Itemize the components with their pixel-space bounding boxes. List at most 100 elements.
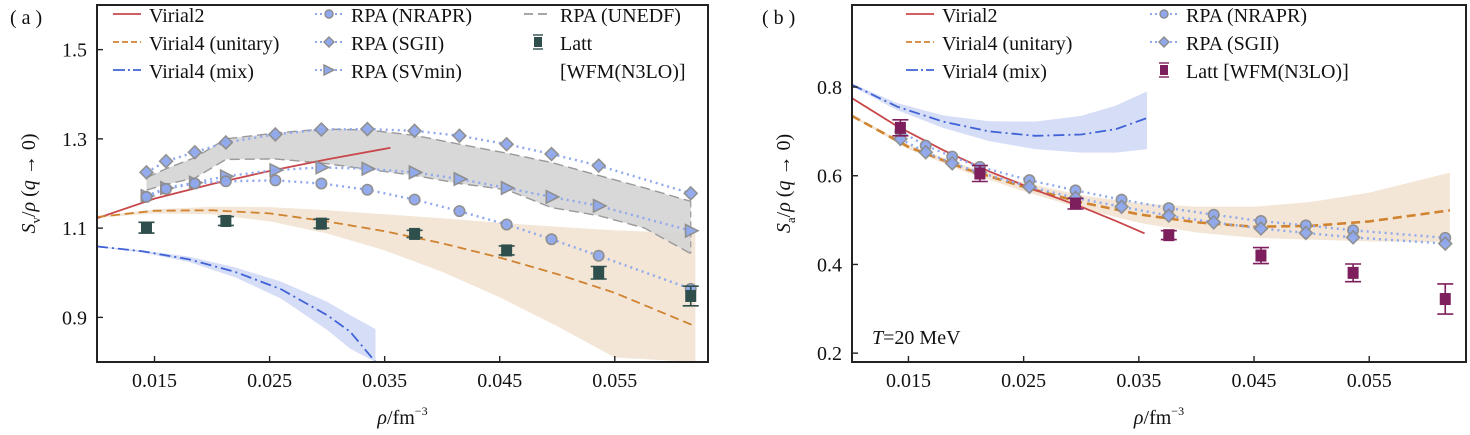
- marker-rpa-svmin: [453, 171, 469, 187]
- legend-label: Virial4 (unitary): [942, 33, 1072, 55]
- marker-rpa-sgii: [918, 144, 934, 160]
- legend-item: Virial2: [906, 5, 997, 27]
- marker-rpa-svmin: [545, 189, 561, 205]
- legend-marker-circle: [324, 9, 334, 19]
- marker-rpa-nrapr: [408, 193, 421, 206]
- latt-marker: [685, 289, 697, 302]
- latt-marker: [1255, 249, 1267, 262]
- x-tick-label: 0.045: [1232, 370, 1277, 392]
- band-virial4-mix-: [97, 245, 376, 362]
- latt-point: [590, 265, 607, 280]
- marker-rpa-nrapr: [315, 177, 328, 190]
- marker-rpa-sgii: [1253, 220, 1269, 237]
- latt-point: [1160, 229, 1177, 242]
- latt-marker: [1163, 229, 1175, 242]
- legend-marker-circle: [1159, 9, 1169, 19]
- band-lower-edge: [146, 158, 692, 255]
- marker-rpa-nrapr: [160, 182, 173, 195]
- legend-label: Virial4 (mix): [149, 61, 254, 83]
- latt-point: [971, 164, 988, 183]
- legend-item: RPA (SGII): [315, 33, 444, 55]
- marker-rpa-sgii: [499, 136, 515, 152]
- marker-rpa-svmin: [361, 161, 377, 177]
- legend-marker-square: [534, 37, 542, 47]
- marker-rpa-sgii: [683, 185, 699, 201]
- marker-rpa-sgii: [591, 158, 607, 174]
- y-axis-label: Sa/ρ (q → 0): [773, 134, 798, 233]
- latt-marker: [220, 214, 232, 227]
- panel-a: 0.015 0.025 0.035 0.045 0.055 0.9 1.1 1.3 1.5 ρ/f…: [10, 4, 709, 429]
- latt-marker: [894, 121, 906, 134]
- marker-rpa-nrapr: [269, 174, 282, 187]
- x-tick-label: 0.015: [132, 370, 177, 392]
- x-tick-label: 0.055: [592, 370, 637, 392]
- panel-b: 0.015 0.025 0.035 0.045 0.055 0.2 0.4 0.6 0.8 ρ/f…: [762, 4, 1467, 429]
- marker-rpa-sgii: [1437, 236, 1453, 252]
- legend-item: Virial2: [113, 5, 204, 27]
- latt-point: [313, 217, 330, 230]
- legend-label: RPA (SGII): [1186, 33, 1279, 55]
- marker-rpa-sgii: [359, 121, 375, 137]
- latt-point: [1252, 246, 1269, 265]
- latt-marker: [593, 266, 605, 279]
- x-tick-label: 0.035: [1116, 370, 1161, 392]
- marker-rpa-nrapr: [188, 177, 201, 190]
- y-tick-label: 1.3: [62, 129, 87, 151]
- marker-rpa-svmin: [684, 223, 700, 239]
- legend-label: RPA (SVmin): [351, 61, 462, 83]
- band-rpa-unedf-: [146, 129, 691, 254]
- y-tick-label: 1.1: [62, 218, 87, 240]
- legend-label: RPA (UNEDF): [560, 5, 681, 27]
- x-tick-label: 0.055: [1347, 370, 1392, 392]
- latt-point: [498, 244, 515, 257]
- latt-point: [1067, 197, 1084, 210]
- marker-rpa-sgii: [1206, 214, 1222, 230]
- marker-rpa-sgii: [158, 153, 174, 169]
- y-tick-label: 0.8: [817, 77, 842, 99]
- marker-rpa-svmin: [500, 180, 516, 196]
- latt-marker: [1347, 266, 1359, 279]
- band-virial4-unitary-: [852, 114, 1450, 243]
- latt-point: [892, 119, 909, 137]
- x-tick-label: 0.025: [1001, 370, 1046, 392]
- line-virial4-mix: [97, 245, 377, 362]
- latt-marker: [409, 227, 421, 240]
- marker-rpa-nrapr: [219, 175, 232, 188]
- legend-item: RPA (NRAPR): [1150, 5, 1307, 27]
- marker-rpa-sgii: [313, 121, 329, 138]
- marker-rpa-sgii: [1021, 179, 1037, 195]
- marker-rpa-sgii: [187, 144, 203, 160]
- axes-frame: [96, 4, 709, 363]
- marker-rpa-sgii: [1161, 208, 1177, 224]
- x-tick-label: 0.035: [362, 370, 407, 392]
- legend-label-line2: [WFM(N3LO)]: [560, 61, 686, 83]
- band-upper-edge: [146, 128, 691, 203]
- legend-label: RPA (NRAPR): [1186, 5, 1307, 27]
- latt-marker: [974, 167, 986, 180]
- x-tick-label: 0.045: [477, 370, 522, 392]
- plot-area: [97, 121, 700, 362]
- latt-marker: [1069, 197, 1081, 210]
- legend-item: Virial4 (mix): [906, 61, 1047, 83]
- x-axis-label: ρ/fm−3: [376, 404, 427, 429]
- marker-rpa-nrapr: [592, 249, 605, 262]
- x-tick-label: 0.015: [886, 370, 931, 392]
- marker-rpa-sgii: [543, 146, 560, 162]
- band-virial4-mix-: [852, 83, 1147, 153]
- legend-marker-diamond: [323, 36, 335, 48]
- legend-item: Virial4 (unitary): [113, 33, 279, 55]
- legend-item: Latt [WFM(N3LO)]: [533, 33, 686, 83]
- line-virial4-mix: [852, 84, 1148, 137]
- marker-rpa-nrapr: [545, 233, 558, 246]
- marker-rpa-sgii: [1298, 225, 1314, 241]
- x-tick-label: 0.025: [247, 370, 292, 392]
- latt-point: [217, 214, 234, 227]
- marker-rpa-nrapr: [500, 218, 513, 231]
- latt-point: [1437, 283, 1454, 315]
- latt-point: [682, 285, 699, 307]
- x-axis-label: ρ/fm−3: [1133, 404, 1184, 429]
- marker-rpa-svmin: [269, 162, 285, 178]
- legend-label: Latt: [560, 33, 593, 55]
- legend-label: RPA (NRAPR): [351, 5, 472, 27]
